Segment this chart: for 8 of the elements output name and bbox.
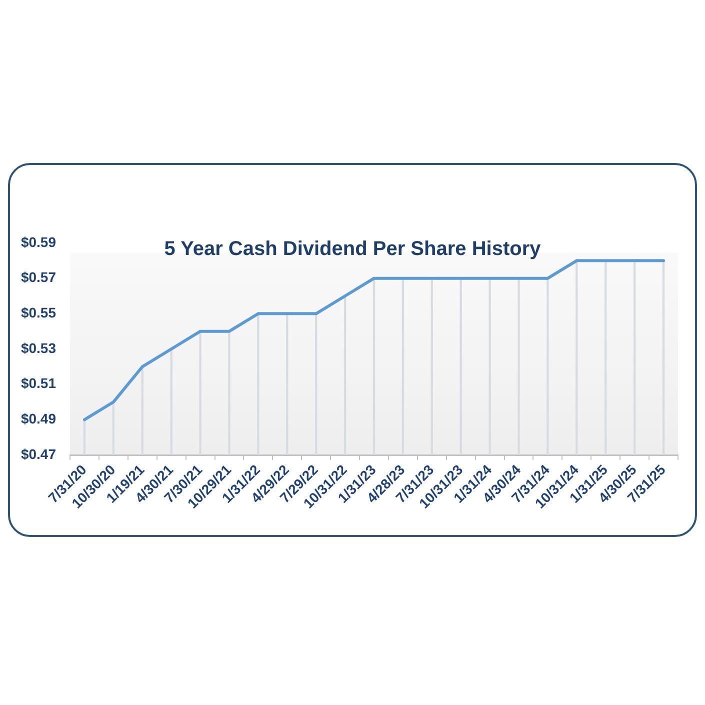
y-tick-label: $0.55: [20, 304, 56, 321]
y-tick-label: $0.51: [20, 375, 56, 392]
chart-title: 5 Year Cash Dividend Per Share History: [164, 238, 541, 261]
y-tick-label: $0.57: [20, 269, 56, 286]
y-tick-label: $0.47: [20, 446, 56, 462]
y-tick-label: $0.59: [20, 234, 56, 250]
y-tick-label: $0.53: [20, 340, 56, 356]
y-tick-label: $0.49: [20, 410, 56, 427]
